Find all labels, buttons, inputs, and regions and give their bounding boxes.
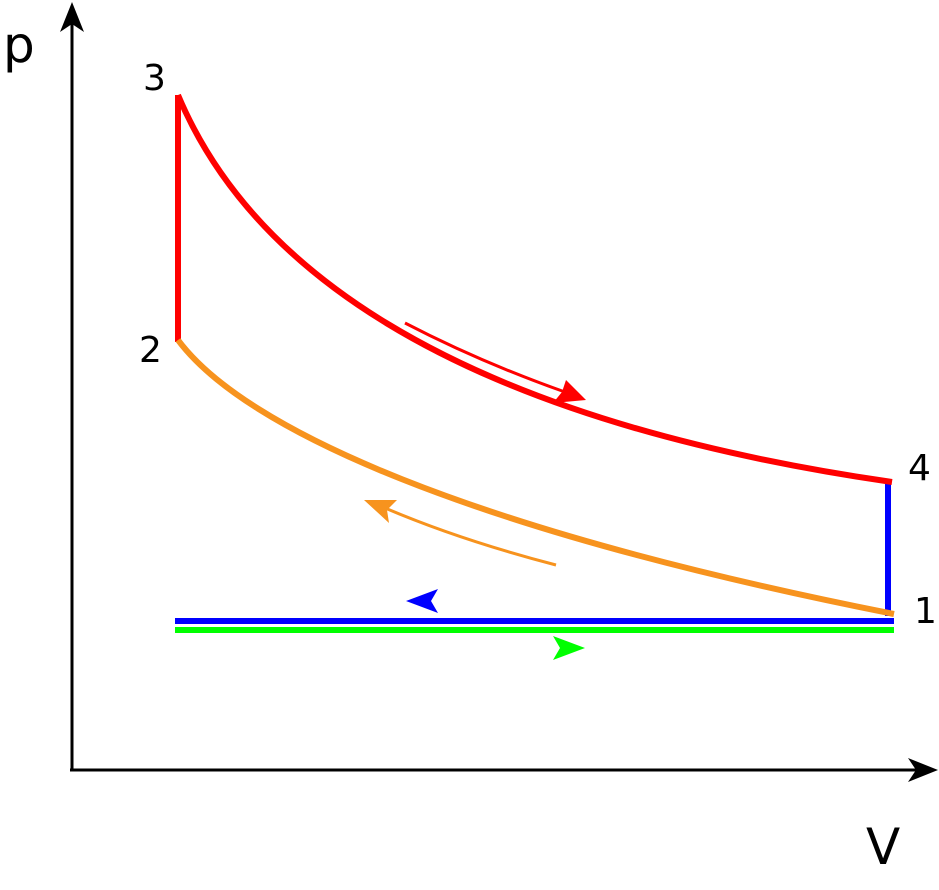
compression-direction-arrow <box>364 500 557 567</box>
p-axis-label: p <box>3 16 35 74</box>
intake-direction-arrow <box>553 636 585 660</box>
expansion-direction-arrow <box>404 321 586 403</box>
point-label-3: 3 <box>143 58 166 99</box>
point-label-4: 4 <box>908 448 931 489</box>
v-axis-label: V <box>866 818 900 876</box>
p-axis-arrowhead <box>60 2 84 32</box>
point-label-1: 1 <box>914 591 937 632</box>
exhaust-direction-arrow <box>406 589 438 613</box>
compression-curve-1-2 <box>175 338 895 617</box>
point-label-2: 2 <box>139 330 162 371</box>
v-axis-arrowhead <box>908 758 938 782</box>
expansion-curve-3-4 <box>175 93 893 485</box>
